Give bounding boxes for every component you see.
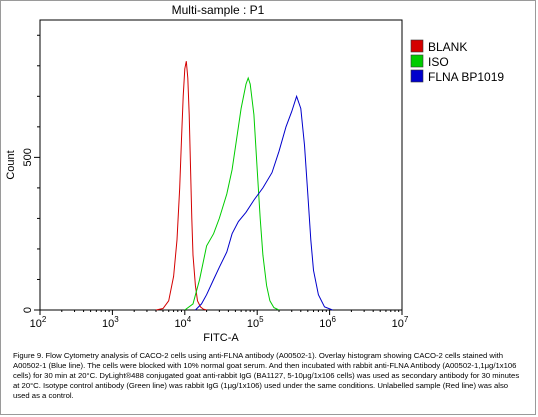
y-axis-label: Count	[5, 150, 17, 179]
legend-label-1: BLANK	[428, 40, 467, 54]
x-tick-label: 107	[392, 315, 409, 330]
y-tick-label: 0	[22, 307, 34, 313]
flow-cytometry-chart: Multi-sample : P1 102 103 104 105 106 107 0 50…	[5, 3, 504, 344]
legend-swatch-3	[410, 69, 424, 83]
legend-swatch-2	[410, 54, 424, 68]
x-axis-label: FITC-A	[203, 332, 239, 344]
x-tick-label: 103	[102, 315, 119, 330]
x-tick-label: 106	[319, 315, 336, 330]
series-layer	[155, 61, 333, 311]
series-line-2	[184, 76, 280, 311]
plot-area	[39, 19, 403, 311]
x-axis-ticks: 102 103 104 105 106 107	[30, 310, 409, 330]
legend-label-3: FLNA BP1019	[428, 70, 504, 84]
y-axis-ticks: 0 500	[22, 34, 40, 313]
figure-caption: Figure 9. Flow Cytometry analysis of CAC…	[13, 351, 520, 401]
y-tick-label: 500	[22, 148, 34, 166]
x-tick-label: 102	[30, 315, 47, 330]
legend-swatch-1	[410, 39, 424, 53]
series-line-1	[155, 61, 207, 311]
x-tick-label: 104	[174, 315, 191, 330]
legend-label-2: ISO	[428, 55, 449, 69]
series-line-3	[195, 94, 333, 311]
chart-title: Multi-sample : P1	[172, 3, 265, 17]
x-tick-label: 105	[247, 315, 264, 330]
